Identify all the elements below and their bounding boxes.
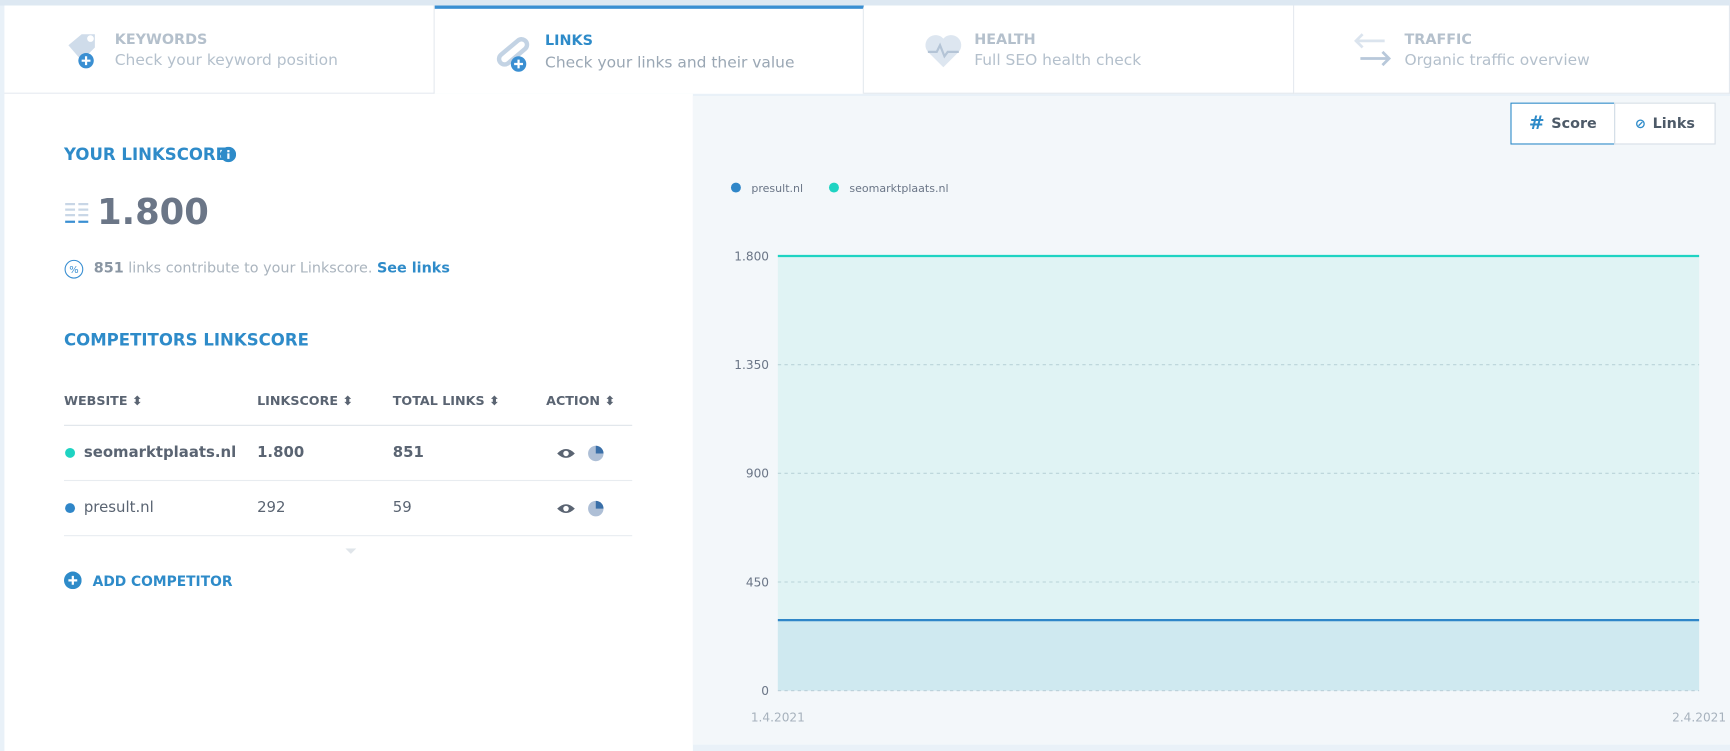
links-summary: 851 links contribute to your Linkscore. … [94,260,450,277]
site-name: seomarktplaats.nl [83,443,237,462]
toggle-score[interactable]: # Score [1510,102,1616,145]
col-title: TOTAL LINKS [392,392,485,409]
legend-marker [828,182,839,193]
divider [63,424,633,426]
toggle-label: Links [1652,115,1695,132]
row-actions[interactable] [556,445,611,463]
top-bar [0,0,1730,6]
tab-title: TRAFFIC [1404,31,1472,49]
tab-subtitle: Full SEO health check [974,51,1142,70]
tab-icon [1354,33,1392,67]
tab-links[interactable]: LINKS Check your links and their value [434,5,864,94]
score-icon [65,203,89,223]
site-links: 59 [392,498,412,517]
col-header[interactable]: LINKSCORE ⬍ [257,392,354,409]
legend-label: seomarktplaats.nl [849,182,948,195]
tab-title: KEYWORDS [114,31,208,49]
x-tick-label: 2.4.2021 [1672,711,1726,725]
linkscore-panel: YOUR LINKSCORE 1.800 % 851 links contrib… [4,93,693,751]
y-tick-label: 0 [761,684,769,698]
divider [63,535,633,537]
expand-caret[interactable] [345,548,357,555]
x-tick-label: 1.4.2021 [751,711,805,725]
links-count: 851 [93,260,124,277]
tab-title: HEALTH [974,31,1036,49]
tab-icon [925,35,962,68]
links-text: links contribute to your Linkscore. [128,260,373,277]
tab-subtitle: Check your keyword position [114,51,338,70]
site-name: presult.nl [83,498,154,517]
area [777,620,1700,691]
linkscore-title: YOUR LINKSCORE [63,144,227,165]
toggle-label: Score [1551,115,1597,132]
col-header[interactable]: TOTAL LINKS ⬍ [392,392,500,409]
row-actions[interactable] [556,500,611,518]
add-competitor[interactable]: ADD COMPETITOR [92,572,233,590]
area [777,255,1700,691]
col-header[interactable]: WEBSITE ⬍ [63,392,143,409]
tab-traffic[interactable]: TRAFFIC Organic traffic overview [1294,5,1730,94]
chart-panel: # Score ⊘ Links presult.nl seomarktplaats.n… [692,95,1730,745]
col-title: WEBSITE [63,392,128,409]
y-tick-label: 450 [746,575,769,589]
y-tick-label: 900 [746,467,769,481]
competitors-title: COMPETITORS LINKSCORE [63,329,309,350]
add-icon[interactable] [63,571,82,590]
divider [63,479,633,482]
legend-marker [730,182,741,193]
site-dot [65,447,76,458]
y-tick-label: 1.350 [734,358,769,372]
tab-title: LINKS [545,33,593,50]
svg-text:%: % [69,265,78,276]
site-dot [65,503,76,514]
y-tick-label: 1.800 [734,249,769,263]
site-score: 292 [257,498,286,517]
tab-health[interactable]: HEALTH Full SEO health check [863,5,1295,94]
site-links: 851 [392,443,424,462]
see-links[interactable]: See links [376,260,450,277]
col-title: ACTION [546,392,601,409]
tab-subtitle: Organic traffic overview [1404,51,1590,70]
tab-keywords[interactable]: KEYWORDS Check your keyword position [4,5,435,94]
col-title: LINKSCORE [257,392,339,409]
chart: presult.nl seomarktplaats.nl 0 450 900 1.350 1… [730,182,1726,725]
col-header[interactable]: ACTION ⬍ [546,392,616,409]
toggle-links[interactable]: ⊘ Links [1614,102,1716,145]
site-score: 1.800 [257,443,305,462]
linkscore-value: 1.800 [97,190,209,233]
info-icon[interactable] [220,146,237,163]
tab-subtitle: Check your links and their value [545,54,795,72]
legend-label: presult.nl [751,182,803,195]
percent-icon: % [64,259,84,279]
tab-icon [496,37,530,72]
tab-icon [68,34,95,69]
